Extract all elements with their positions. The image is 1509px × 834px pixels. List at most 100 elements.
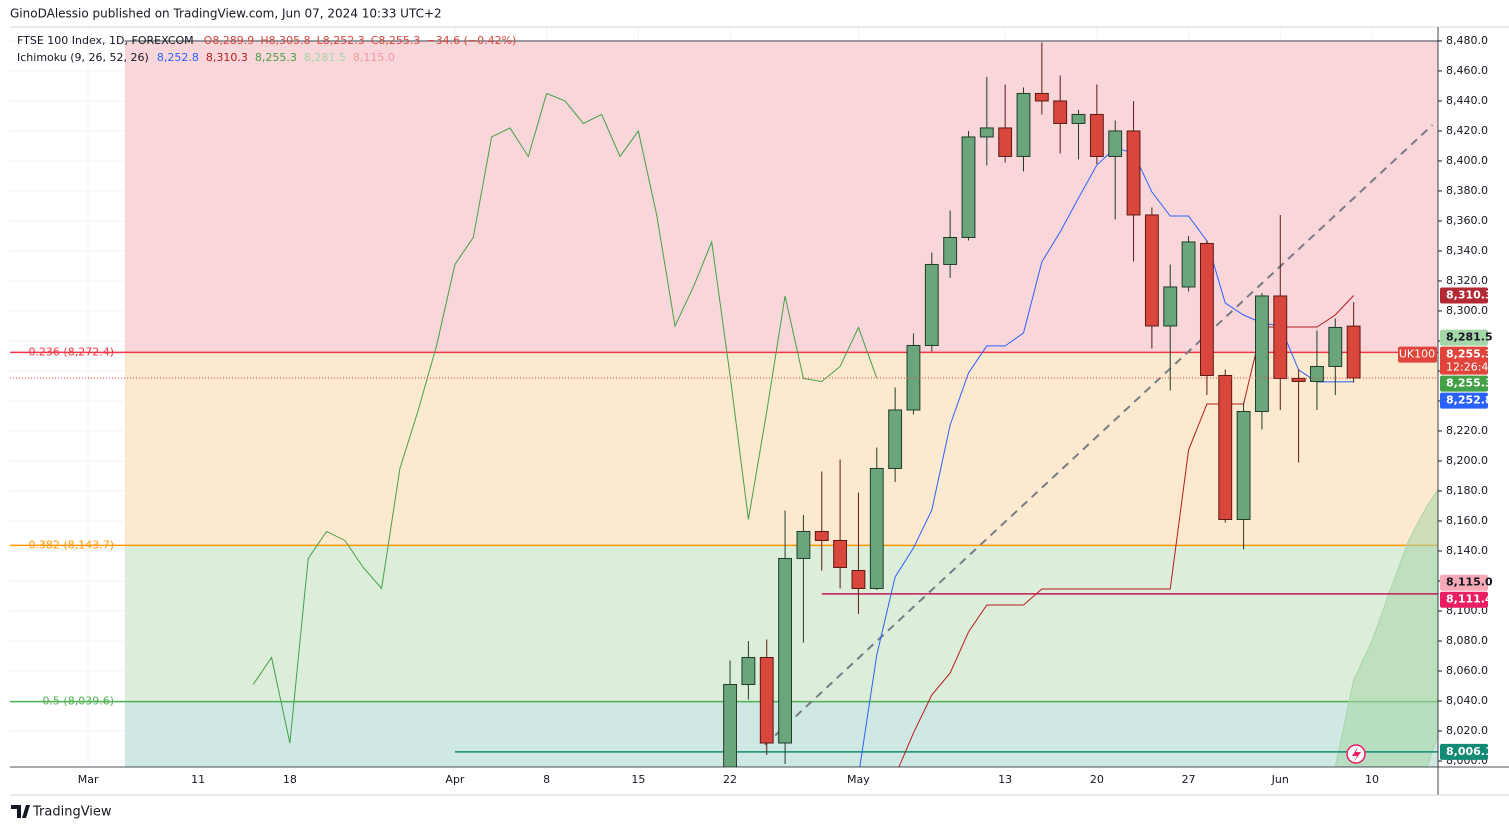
x-tick-label: 22 — [723, 773, 737, 786]
x-tick-label: 18 — [283, 773, 297, 786]
price-tag-label: 8,310.3 — [1446, 289, 1493, 302]
logo-text: TradingView — [32, 805, 112, 820]
y-tick-label: 8,220.0 — [1446, 424, 1488, 437]
y-tick-label: 8,400.0 — [1446, 154, 1488, 167]
symbol-legend: FTSE 100 Index, 1D, FOREXCOM — [17, 34, 194, 47]
x-tick-label: 13 — [998, 773, 1012, 786]
candle-body — [833, 539, 848, 568]
candle-body — [741, 656, 756, 685]
candle-body — [979, 127, 994, 138]
price-tag — [1440, 743, 1488, 760]
price-tag-label: 8,115.0 — [1446, 576, 1493, 589]
x-tick-label: 15 — [631, 773, 645, 786]
y-tick-label: 8,380.0 — [1446, 184, 1488, 197]
candle-body — [1163, 286, 1178, 327]
ohlc-value: C8,255.3 — [371, 34, 421, 47]
y-tick-label: 8,040.0 — [1446, 694, 1488, 707]
x-tick-label: 11 — [191, 773, 205, 786]
ohlc-value: H8,305.8 — [260, 34, 310, 47]
candle-body — [1236, 410, 1251, 520]
price-tag — [1440, 287, 1488, 304]
y-tick-label: 8,140.0 — [1446, 544, 1488, 557]
candle-body — [1346, 325, 1361, 379]
candle-body — [1089, 113, 1104, 157]
candle-body — [851, 569, 866, 589]
candle-body — [796, 530, 811, 559]
fib-band — [124, 40, 1438, 353]
price-tag-label: 8,255.3 — [1446, 348, 1493, 361]
trend-line — [764, 124, 1434, 746]
ohlc-value: L8,252.3 — [317, 34, 365, 47]
y-tick-label: 8,460.0 — [1446, 64, 1488, 77]
y-tick-label: 8,200.0 — [1446, 454, 1488, 467]
candle-body — [1016, 92, 1031, 157]
y-tick-label: 8,480.0 — [1446, 34, 1488, 47]
countdown: 12:26:45 — [1446, 361, 1495, 374]
candle-body — [1218, 374, 1233, 520]
plot-area — [10, 27, 1438, 767]
price-tag — [1440, 591, 1488, 608]
fib-label: 0.382 (8,143.7) — [28, 538, 114, 551]
indicator-value: 8,252.8 — [157, 51, 199, 64]
candle-body — [1328, 326, 1343, 367]
y-tick-label: 8,320.0 — [1446, 274, 1488, 287]
candle-body — [759, 656, 774, 744]
candle-body — [1273, 295, 1288, 379]
indicator-value: 8,281.5 — [304, 51, 346, 64]
candle-body — [778, 557, 792, 744]
price-tag-label: 8,281.5 — [1446, 331, 1493, 344]
y-tick-label: 8,020.0 — [1446, 724, 1488, 737]
x-tick-label: Mar — [78, 773, 99, 786]
indicator-value: 8,310.3 — [206, 51, 248, 64]
ichimoku-line — [252, 92, 878, 744]
x-tick-label: Jun — [1271, 773, 1289, 786]
indicator-legend: Ichimoku (9, 26, 52, 26) — [17, 51, 149, 64]
candle-body — [1181, 241, 1196, 288]
indicator-value: 8,255.3 — [255, 51, 297, 64]
ichimoku-cloud — [1334, 488, 1438, 767]
candle-body — [1053, 100, 1068, 124]
price-tag — [1440, 375, 1488, 392]
y-tick-label: 8,160.0 — [1446, 514, 1488, 527]
indicator-value: 8,115.0 — [353, 51, 395, 64]
price-tag — [1440, 574, 1488, 591]
x-tick-label: 27 — [1182, 773, 1196, 786]
x-tick-label: 8 — [543, 773, 550, 786]
candle-body — [1108, 130, 1123, 157]
candle-body — [1144, 214, 1159, 327]
x-tick-label: May — [847, 773, 870, 786]
logo-mark — [11, 805, 30, 818]
price-tag-label: 8,006.1 — [1446, 745, 1493, 758]
candle-body — [924, 263, 939, 346]
price-tag-label: 8,111.4 — [1446, 593, 1493, 606]
x-tick-label: 20 — [1090, 773, 1104, 786]
y-tick-label: 8,340.0 — [1446, 244, 1488, 257]
y-tick-label: 8,360.0 — [1446, 214, 1488, 227]
y-tick-label: 8,060.0 — [1446, 664, 1488, 677]
alert-icon-bolt — [1352, 747, 1361, 762]
price-tag-label: 8,255.3 — [1446, 377, 1493, 390]
y-tick-label: 8,440.0 — [1446, 94, 1488, 107]
candle-body — [869, 467, 884, 589]
y-tick-label: 8,180.0 — [1446, 484, 1488, 497]
x-tick-label: Apr — [445, 773, 465, 786]
candle-body — [1255, 295, 1269, 412]
candle-body — [1034, 92, 1049, 102]
y-tick-label: 8,080.0 — [1446, 634, 1488, 647]
x-tick-label: 10 — [1365, 773, 1379, 786]
candle-body — [943, 236, 958, 265]
candle-body — [1199, 242, 1214, 376]
symbol-tag: UK100 — [1399, 348, 1435, 361]
candle-body — [961, 136, 976, 238]
ichimoku-line — [859, 147, 1354, 767]
fib-label: 0.5 (8,039.6) — [42, 695, 114, 708]
footer-logo: TradingView — [11, 805, 112, 820]
candle-body — [814, 530, 829, 541]
candle-body — [1310, 365, 1324, 382]
price-tag — [1440, 392, 1488, 409]
candle-body — [888, 409, 903, 469]
y-tick-label: 8,420.0 — [1446, 124, 1488, 137]
symbol-tag-bg — [1398, 346, 1437, 363]
candle-body — [1126, 130, 1141, 216]
